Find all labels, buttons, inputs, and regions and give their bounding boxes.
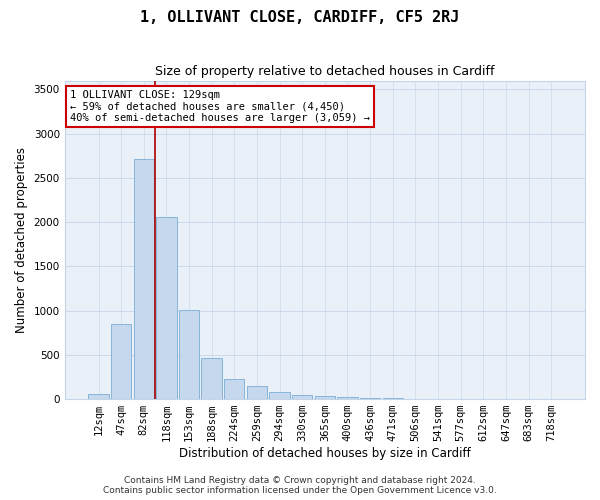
Bar <box>247 386 267 399</box>
Bar <box>134 160 154 399</box>
Title: Size of property relative to detached houses in Cardiff: Size of property relative to detached ho… <box>155 65 494 78</box>
Bar <box>383 398 403 399</box>
Bar <box>179 310 199 399</box>
Bar <box>337 398 358 399</box>
Bar <box>156 217 176 399</box>
Bar <box>202 358 222 399</box>
Text: 1 OLLIVANT CLOSE: 129sqm
← 59% of detached houses are smaller (4,450)
40% of sem: 1 OLLIVANT CLOSE: 129sqm ← 59% of detach… <box>70 90 370 124</box>
Bar <box>88 394 109 399</box>
Text: Contains HM Land Registry data © Crown copyright and database right 2024.
Contai: Contains HM Land Registry data © Crown c… <box>103 476 497 495</box>
Bar <box>292 395 313 399</box>
Text: 1, OLLIVANT CLOSE, CARDIFF, CF5 2RJ: 1, OLLIVANT CLOSE, CARDIFF, CF5 2RJ <box>140 10 460 25</box>
Bar <box>269 392 290 399</box>
Bar <box>360 398 380 399</box>
Bar <box>314 396 335 399</box>
Bar <box>224 378 244 399</box>
Y-axis label: Number of detached properties: Number of detached properties <box>15 147 28 333</box>
Bar <box>111 324 131 399</box>
X-axis label: Distribution of detached houses by size in Cardiff: Distribution of detached houses by size … <box>179 447 471 460</box>
